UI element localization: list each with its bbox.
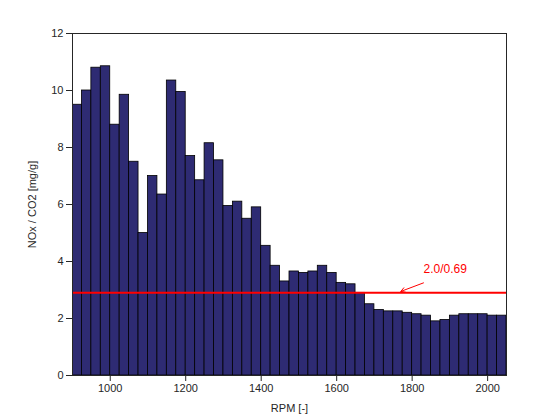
svg-text:8: 8 — [57, 141, 63, 153]
svg-text:RPM [-]: RPM [-] — [271, 402, 308, 414]
svg-text:2.0/0.69: 2.0/0.69 — [423, 262, 467, 276]
svg-text:1600: 1600 — [324, 382, 348, 394]
svg-text:1400: 1400 — [249, 382, 273, 394]
svg-text:2000: 2000 — [475, 382, 499, 394]
svg-text:6: 6 — [57, 198, 63, 210]
svg-text:NOx / CO2 [mg/g]: NOx / CO2 [mg/g] — [26, 161, 38, 248]
svg-text:0: 0 — [57, 369, 63, 381]
svg-text:4: 4 — [57, 255, 63, 267]
svg-text:1000: 1000 — [98, 382, 122, 394]
svg-text:1800: 1800 — [400, 382, 424, 394]
svg-text:1200: 1200 — [173, 382, 197, 394]
svg-text:12: 12 — [51, 27, 63, 39]
svg-text:10: 10 — [51, 84, 63, 96]
svg-text:2: 2 — [57, 312, 63, 324]
